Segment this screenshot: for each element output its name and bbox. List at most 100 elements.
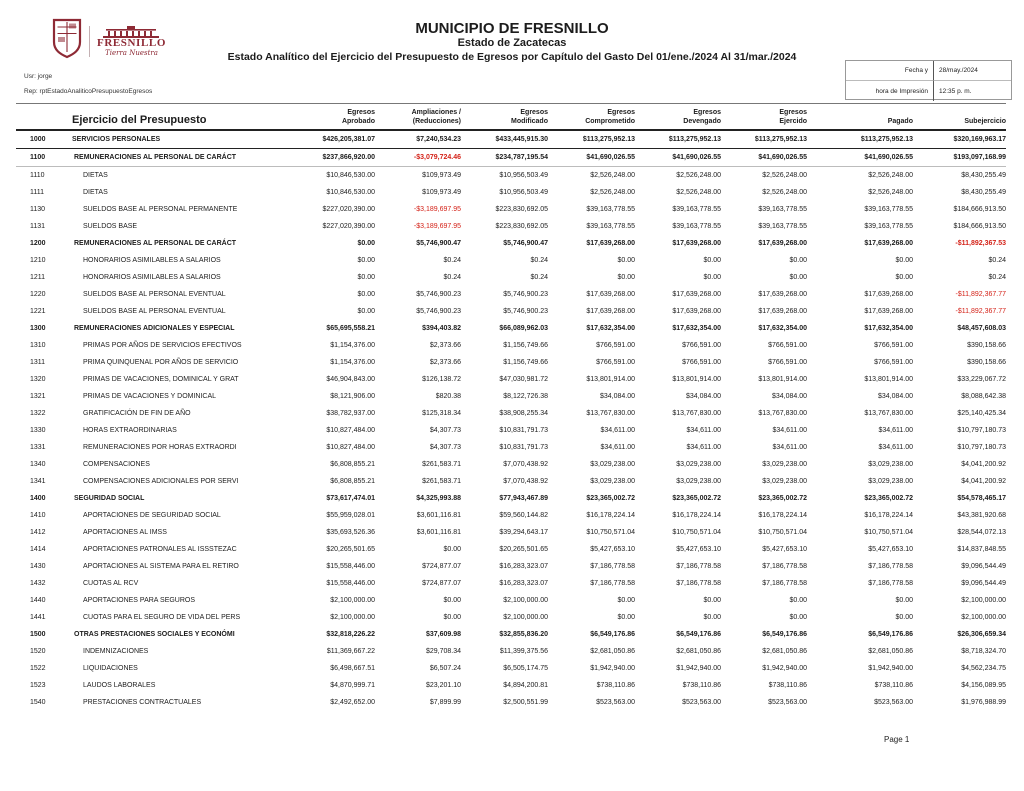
row-value: $16,283,323.07 bbox=[499, 563, 548, 570]
row-label: REMUNERACIONES AL PERSONAL DE CARÁCT bbox=[74, 240, 237, 247]
row-value: $2,373.66 bbox=[429, 359, 461, 366]
coat-of-arms-icon bbox=[52, 18, 82, 64]
row-value: $390,158.66 bbox=[967, 359, 1006, 366]
row-value: $3,029,238.00 bbox=[762, 461, 807, 468]
row-value: $227,020,390.00 bbox=[322, 206, 375, 213]
row-value: $0.00 bbox=[703, 597, 721, 604]
row-value: $17,639,268.00 bbox=[672, 291, 721, 298]
row-value: $39,294,643.17 bbox=[499, 529, 548, 536]
row-value: $0.00 bbox=[443, 546, 461, 553]
row-value: $3,029,238.00 bbox=[590, 461, 635, 468]
table-row-1522: 1522 LIQUIDACIONES $6,498,667.51 $6,507.24 $… bbox=[16, 660, 1006, 677]
table-row-1523: 1523 LAUDOS LABORALES $4,870,999.71 $23,201… bbox=[16, 677, 1006, 694]
row-value: $237,866,920.00 bbox=[301, 148, 375, 167]
row-value: $17,639,268.00 bbox=[758, 291, 807, 298]
building-icon bbox=[103, 25, 160, 38]
row-value: $8,122,726.38 bbox=[503, 393, 548, 400]
row-value: $125,318.34 bbox=[422, 410, 461, 417]
row-value: $34,611.00 bbox=[686, 444, 721, 451]
row-value: $0.24 bbox=[988, 257, 1006, 264]
row-value: $13,801,914.00 bbox=[758, 376, 807, 383]
table-row-1300: 1300 REMUNERACIONES ADICIONALES Y ESPECIA… bbox=[16, 320, 1006, 337]
table-row-1110: 1110 DIETAS $10,846,530.00 $109,973.49 $10,9… bbox=[16, 167, 1006, 185]
row-label: INDEMNIZACIONES bbox=[83, 648, 149, 655]
row-label: HORAS EXTRAORDINARIAS bbox=[83, 427, 177, 434]
row-code: 1311 bbox=[30, 359, 46, 366]
row-value: $766,591.00 bbox=[682, 342, 721, 349]
row-label: OTRAS PRESTACIONES SOCIALES Y ECONÓMI bbox=[74, 631, 235, 638]
row-value: $6,507.24 bbox=[429, 665, 461, 672]
row-value: $2,681,050.86 bbox=[676, 648, 721, 655]
row-label: PRESTACIONES CONTRACTUALES bbox=[83, 699, 202, 706]
row-value: $766,591.00 bbox=[874, 359, 913, 366]
table-row-1210: 1210 HONORARIOS ASIMILABLES A SALARIOS $0.… bbox=[16, 252, 1006, 269]
table-row-1341: 1341 COMPENSACIONES ADICIONALES POR SERVI… bbox=[16, 473, 1006, 490]
row-value: $3,029,238.00 bbox=[762, 478, 807, 485]
row-value: $20,265,501.65 bbox=[326, 546, 375, 553]
row-value: $3,029,238.00 bbox=[868, 478, 913, 485]
table-row-1520: 1520 INDEMNIZACIONES $11,369,667.22 $29,708… bbox=[16, 643, 1006, 660]
table-row-1331: 1331 REMUNERACIONES POR HORAS EXTRAORDI $1… bbox=[16, 439, 1006, 456]
row-value: $738,110.86 bbox=[874, 682, 913, 689]
row-value: $8,430,255.49 bbox=[961, 172, 1006, 179]
row-code: 1400 bbox=[30, 495, 46, 502]
row-value: $2,681,050.86 bbox=[868, 648, 913, 655]
report-title: Estado Analítico del Ejercicio del Presu… bbox=[227, 51, 797, 63]
report-meta: Usr: jorge Rep: rptEstadoAnaliticoPresup… bbox=[24, 69, 152, 99]
row-label: CUOTAS AL RCV bbox=[83, 580, 139, 587]
row-value: $23,201.10 bbox=[425, 682, 461, 689]
row-value: -$11,892,367.53 bbox=[955, 240, 1006, 247]
row-value: $13,767,830.00 bbox=[864, 410, 913, 417]
table-row-1430: 1430 APORTACIONES AL SISTEMA PARA EL RETI… bbox=[16, 558, 1006, 575]
row-value: $0.24 bbox=[530, 257, 548, 264]
row-label: COMPENSACIONES bbox=[83, 461, 150, 468]
row-value: $9,096,544.49 bbox=[961, 563, 1006, 570]
row-value: $0.00 bbox=[895, 614, 913, 621]
row-code: 1131 bbox=[30, 223, 46, 230]
row-label: PRIMAS DE VACACIONES Y DOMINICAL bbox=[83, 393, 217, 400]
fresnillo-wordmark: FRESNILLO Tierra Nuestra bbox=[89, 25, 166, 57]
column-header-comprometido: Egresos Comprometido bbox=[548, 103, 635, 131]
row-value: $0.24 bbox=[443, 257, 461, 264]
row-code: 1340 bbox=[30, 461, 46, 468]
table-row-1111: 1111 DIETAS $10,846,530.00 $109,973.49 $10,9… bbox=[16, 184, 1006, 201]
row-value: $113,275,952.13 bbox=[721, 130, 807, 149]
row-value: $34,084.00 bbox=[771, 393, 807, 400]
row-code: 1321 bbox=[30, 393, 46, 400]
row-value: $766,591.00 bbox=[768, 342, 807, 349]
row-value: $394,403.82 bbox=[422, 325, 461, 332]
row-label: LIQUIDACIONES bbox=[83, 665, 138, 672]
row-value: $1,942,940.00 bbox=[590, 665, 635, 672]
row-value: $34,084.00 bbox=[877, 393, 913, 400]
date-label: Fecha y bbox=[846, 61, 934, 81]
row-value: $23,365,002.72 bbox=[864, 495, 913, 502]
row-value: $39,163,778.55 bbox=[758, 223, 807, 230]
row-value: $6,808,855.21 bbox=[330, 461, 375, 468]
row-label: APORTACIONES AL SISTEMA PARA EL RETIRO bbox=[83, 563, 239, 570]
row-value: $41,690,026.55 bbox=[635, 148, 721, 167]
row-value: $77,943,467.89 bbox=[499, 495, 548, 502]
row-value: $3,029,238.00 bbox=[868, 461, 913, 468]
row-label: LAUDOS LABORALES bbox=[83, 682, 156, 689]
title-block: MUNICIPIO DE FRESNILLO Estado de Zacatec… bbox=[0, 20, 1024, 65]
row-value: $7,899.99 bbox=[429, 699, 461, 706]
row-code: 1220 bbox=[30, 291, 46, 298]
user-label: Usr: jorge bbox=[24, 73, 53, 80]
row-value: $10,750,571.04 bbox=[672, 529, 721, 536]
row-value: $38,908,255.34 bbox=[499, 410, 548, 417]
row-label: SUELDOS BASE bbox=[83, 223, 138, 230]
row-value: $5,746,900.23 bbox=[503, 308, 548, 315]
row-value: $47,030,981.72 bbox=[499, 376, 548, 383]
row-value: $66,089,962.03 bbox=[499, 325, 548, 332]
row-code: 1441 bbox=[30, 614, 46, 621]
row-value: $4,156,089.95 bbox=[961, 682, 1006, 689]
row-value: $34,611.00 bbox=[600, 444, 635, 451]
row-code: 1414 bbox=[30, 546, 46, 553]
row-value: $234,787,195.54 bbox=[461, 148, 548, 167]
table-body: 1000 SERVICIOS PERSONALES $426,205,381.07 $… bbox=[16, 130, 1006, 711]
row-value: $39,163,778.55 bbox=[864, 223, 913, 230]
row-value: $10,846,530.00 bbox=[326, 172, 375, 179]
row-value: $261,583.71 bbox=[422, 478, 461, 485]
row-value: $0.00 bbox=[357, 257, 375, 264]
row-value: $32,855,836.20 bbox=[499, 631, 548, 638]
